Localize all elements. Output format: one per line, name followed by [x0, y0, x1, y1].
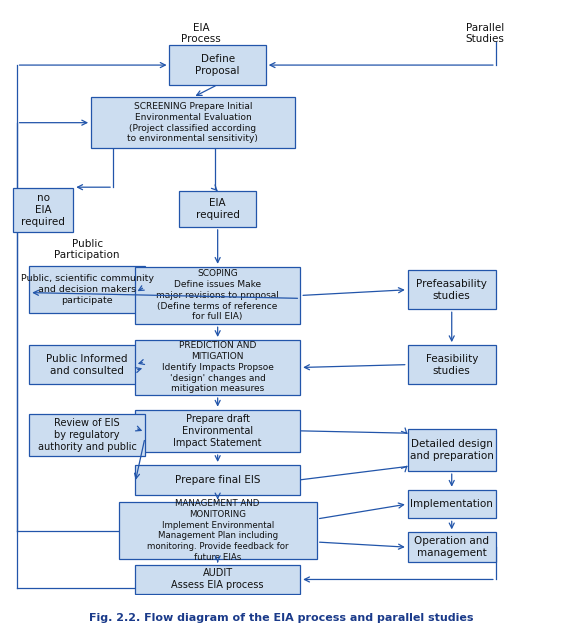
- Text: Define
Proposal: Define Proposal: [196, 54, 240, 76]
- Text: Review of EIS
by regulatory
authority and public: Review of EIS by regulatory authority an…: [38, 418, 137, 452]
- FancyBboxPatch shape: [91, 97, 294, 148]
- FancyBboxPatch shape: [407, 270, 496, 310]
- Text: Prepare draft
Environmental
Impact Statement: Prepare draft Environmental Impact State…: [174, 414, 262, 448]
- Text: SCOPING
Define issues Make
major revisions to proposal
(Define terms of referenc: SCOPING Define issues Make major revisio…: [156, 270, 279, 322]
- FancyBboxPatch shape: [119, 502, 317, 559]
- Text: Operation and
management: Operation and management: [414, 536, 490, 558]
- FancyBboxPatch shape: [135, 465, 300, 495]
- FancyBboxPatch shape: [170, 46, 266, 85]
- Text: EIA
required: EIA required: [196, 198, 239, 220]
- FancyBboxPatch shape: [29, 345, 145, 384]
- Text: Public, scientific community
and decision makers
participate: Public, scientific community and decisio…: [21, 275, 153, 305]
- FancyBboxPatch shape: [135, 266, 300, 324]
- Text: Detailed design
and preparation: Detailed design and preparation: [410, 439, 493, 461]
- FancyBboxPatch shape: [407, 489, 496, 518]
- FancyBboxPatch shape: [135, 410, 300, 452]
- FancyBboxPatch shape: [135, 340, 300, 395]
- Text: SCREENING Prepare Initial
Environmental Evaluation
(Project classified according: SCREENING Prepare Initial Environmental …: [128, 102, 259, 143]
- Text: Public
Participation: Public Participation: [55, 239, 120, 260]
- Text: Parallel
Studies: Parallel Studies: [465, 23, 504, 44]
- FancyBboxPatch shape: [179, 191, 256, 227]
- Text: Prefeasability
studies: Prefeasability studies: [416, 279, 487, 301]
- FancyBboxPatch shape: [29, 413, 145, 456]
- Text: Prepare final EIS: Prepare final EIS: [175, 475, 260, 485]
- FancyBboxPatch shape: [407, 345, 496, 384]
- Text: Public Informed
and consulted: Public Informed and consulted: [47, 354, 128, 375]
- FancyBboxPatch shape: [407, 532, 496, 562]
- Text: EIA
Process: EIA Process: [182, 23, 221, 44]
- Text: Fig. 2.2. Flow diagram of the EIA process and parallel studies: Fig. 2.2. Flow diagram of the EIA proces…: [89, 613, 473, 623]
- Text: no
EIA
required: no EIA required: [21, 193, 65, 227]
- Text: Feasibility
studies: Feasibility studies: [425, 354, 478, 375]
- Text: Implementation: Implementation: [410, 499, 493, 509]
- Text: PREDICTION AND
MITIGATION
Identify Impacts Propsoe
'design' changes and
mitigati: PREDICTION AND MITIGATION Identify Impac…: [162, 341, 274, 394]
- FancyBboxPatch shape: [407, 429, 496, 471]
- FancyBboxPatch shape: [135, 565, 300, 594]
- FancyBboxPatch shape: [29, 266, 145, 313]
- Text: MANAGEMENT AND
MONITORING
Implement Environmental
Management Plan including
moni: MANAGEMENT AND MONITORING Implement Envi…: [147, 499, 288, 562]
- Text: AUDIT
Assess EIA process: AUDIT Assess EIA process: [171, 568, 264, 591]
- FancyBboxPatch shape: [13, 189, 74, 232]
